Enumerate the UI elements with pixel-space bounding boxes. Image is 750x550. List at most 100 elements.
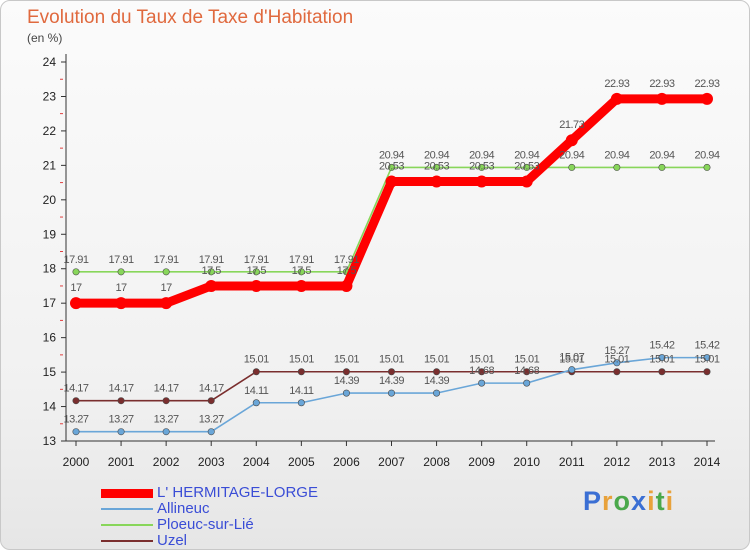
data-label: 13.27 — [154, 414, 179, 426]
data-label: 14.68 — [469, 365, 494, 377]
data-label: 15.01 — [244, 354, 269, 366]
data-label: 13.27 — [63, 414, 88, 426]
legend-swatch — [101, 488, 153, 498]
x-tick-label: 2013 — [649, 455, 676, 469]
data-point — [117, 397, 125, 405]
data-label: 20.94 — [559, 149, 584, 161]
data-point — [117, 268, 125, 276]
data-point — [565, 134, 578, 147]
data-label: 20.94 — [469, 149, 494, 161]
data-label: 20.94 — [514, 149, 539, 161]
data-point — [297, 368, 305, 376]
data-point — [433, 389, 441, 397]
data-point — [478, 368, 486, 376]
data-point — [387, 389, 395, 397]
data-label: 20.94 — [424, 149, 449, 161]
y-tick-label: 15 — [43, 365, 57, 379]
legend-label: Allineuc — [157, 500, 210, 517]
data-point — [72, 397, 80, 405]
data-label: 15.01 — [559, 354, 584, 366]
data-point — [162, 268, 170, 276]
legend-label: L' HERMITAGE-LORGE — [157, 484, 318, 501]
x-tick-label: 2014 — [694, 455, 721, 469]
logo-letter: t — [655, 486, 666, 516]
x-tick-label: 2009 — [468, 455, 495, 469]
data-label: 17 — [70, 282, 82, 294]
data-point — [655, 92, 668, 105]
data-label: 20.53 — [379, 161, 404, 173]
y-tick-label: 24 — [43, 55, 57, 69]
data-label: 17.5 — [202, 265, 222, 277]
series-0 — [70, 92, 713, 310]
data-point — [703, 163, 711, 171]
data-label: 17.5 — [247, 265, 267, 277]
series-1 — [72, 354, 711, 436]
x-tick-label: 2006 — [333, 455, 360, 469]
data-label: 17.5 — [292, 265, 312, 277]
data-point — [252, 399, 260, 407]
data-label: 15.01 — [424, 354, 449, 366]
x-tick-label: 2005 — [288, 455, 315, 469]
proxiti-logo: Proxiti — [583, 486, 674, 517]
x-tick-label: 2003 — [198, 455, 225, 469]
data-label: 17.91 — [63, 254, 88, 266]
data-point — [385, 175, 398, 188]
x-tick-label: 2008 — [423, 455, 450, 469]
data-point — [342, 389, 350, 397]
data-label: 17.91 — [334, 254, 359, 266]
data-point — [430, 175, 443, 188]
data-point — [568, 163, 576, 171]
data-point — [610, 92, 623, 105]
data-point — [613, 359, 621, 367]
data-label: 17.91 — [109, 254, 134, 266]
data-point — [701, 92, 713, 105]
legend-label: Ploeuc-sur-Lié — [157, 516, 254, 533]
data-point — [478, 379, 486, 387]
x-tick-label: 2011 — [559, 455, 585, 469]
legend-swatch — [101, 508, 153, 510]
data-point — [613, 163, 621, 171]
data-label: 14.17 — [109, 383, 134, 395]
y-tick-label: 13 — [43, 434, 57, 448]
series-layer: 14.17 14.17 14.17 14.17 15.01 15.01 15.01 15.01… — [63, 78, 720, 436]
data-label: 14.39 — [379, 375, 404, 387]
data-label: 15.42 — [649, 340, 674, 352]
data-point — [205, 279, 218, 292]
data-label: 22.93 — [694, 78, 719, 90]
data-label: 14.17 — [63, 383, 88, 395]
data-point — [117, 428, 125, 436]
data-label: 15.01 — [604, 354, 629, 366]
data-label: 17 — [161, 282, 173, 294]
data-label: 22.93 — [649, 78, 674, 90]
data-point — [115, 297, 128, 310]
data-point — [207, 268, 215, 276]
data-point — [70, 297, 82, 310]
data-point — [658, 368, 666, 376]
y-tick-label: 18 — [43, 262, 57, 276]
logo-letter: i — [647, 486, 656, 516]
data-label: 15.01 — [334, 354, 359, 366]
x-tick-label: 2012 — [604, 455, 631, 469]
data-point — [433, 163, 441, 171]
data-label: 15.01 — [514, 354, 539, 366]
data-point — [297, 399, 305, 407]
data-point — [703, 368, 711, 376]
data-label: 20.94 — [604, 149, 629, 161]
y-tick-label: 14 — [43, 400, 57, 414]
y-tick-label: 17 — [43, 296, 57, 310]
data-label: 15.42 — [694, 340, 719, 352]
data-point — [207, 428, 215, 436]
data-label: 17.91 — [199, 254, 224, 266]
data-point — [703, 354, 711, 362]
data-labels-2: 17.91 17.91 17.91 17.91 17.91 17.91 17.91 20.94… — [63, 149, 720, 266]
data-point — [523, 163, 531, 171]
y-axis-unit: (en %) — [27, 31, 63, 45]
axes: 13 14 15 16 17 18 19 20 21 22 23 24 2000 2001 2002 2003… — [43, 54, 721, 469]
data-point — [520, 175, 533, 188]
data-point — [613, 368, 621, 376]
data-point — [162, 397, 170, 405]
data-point — [523, 379, 531, 387]
